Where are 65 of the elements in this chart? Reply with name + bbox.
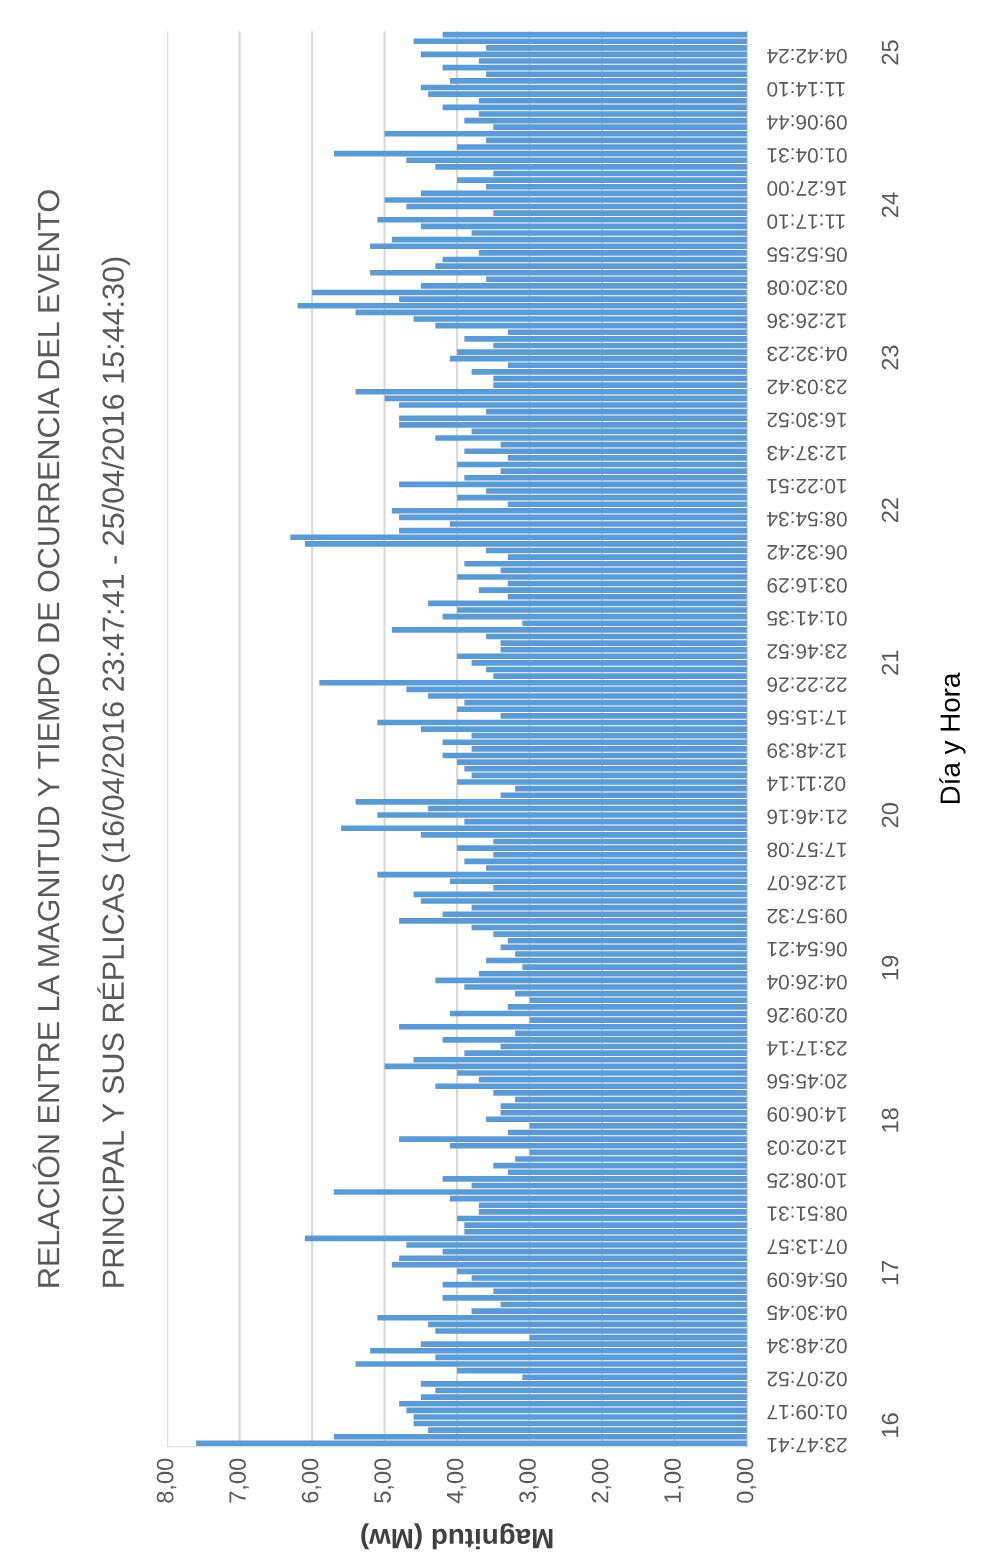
y-tick-label: 22:22:26 [767, 677, 847, 692]
y-tick-label: 20:45:56 [767, 1074, 847, 1089]
text: 25 [881, 40, 899, 65]
y-tick-label: 09:57:32 [767, 908, 847, 924]
y-tick-label: 10:08:25 [767, 1173, 847, 1188]
text: 23 [881, 345, 899, 370]
y-tick-label: 03:20:08 [767, 280, 847, 296]
x-tick-label: 5,00 [374, 1458, 394, 1503]
y-tick-label: 12:02:03 [767, 1140, 847, 1155]
y-tick-label: 12:26:36 [767, 313, 847, 329]
text: 19 [881, 955, 899, 980]
y-axis-title: Día y Hora [939, 672, 966, 804]
y-tick-label: 06:54:21 [767, 941, 847, 957]
y-tick-label: 01:41:35 [767, 611, 847, 626]
y-tick-label: 17:15:56 [767, 710, 847, 725]
x-tick-label: 3,00 [519, 1458, 539, 1503]
x-tick-label: 6,00 [301, 1458, 322, 1503]
text: 21 [881, 650, 899, 675]
y-tick-label: 11:17:10 [767, 214, 845, 229]
text: 22 [881, 498, 899, 523]
y-tick-label: 04:32:23 [767, 346, 847, 362]
y-tick-label: 23:46:52 [767, 644, 847, 659]
y-tick-label: 16:27:00 [767, 181, 847, 196]
y-tick-label: 09:06:44 [767, 114, 847, 130]
text: 24 [881, 192, 899, 217]
y-tick-label: 05:52:55 [767, 247, 847, 263]
y-tick-label: 01:09:17 [767, 1404, 847, 1420]
y-tick-label: 04:42:24 [767, 48, 847, 64]
y-tick-label: 06:32:42 [767, 544, 847, 560]
y-tick-label: 02:09:26 [767, 1007, 847, 1023]
y-tick-label: 07:13:57 [767, 1239, 847, 1255]
y-tick-label: 08:51:31 [767, 1206, 847, 1222]
y-tick-label: 02:07:52 [767, 1371, 847, 1387]
y-tick-label: 03:16:29 [767, 577, 847, 593]
x-tick-label: 2,00 [591, 1458, 612, 1503]
y-tick-label: 14:06:09 [767, 1107, 847, 1122]
text: 20 [881, 803, 899, 828]
x-tick-label: 8,00 [156, 1458, 177, 1503]
y-tick-label: 02:11:14 [767, 776, 846, 792]
y-tick-label: 23:03:42 [767, 379, 847, 395]
y-tick-label: 16:30:52 [767, 412, 847, 428]
y-tick-label: 23:47:41 [767, 1437, 847, 1453]
y-tick-label: 08:54:34 [767, 511, 847, 527]
y-tick-label: 17:57:08 [767, 842, 847, 858]
y-tick-label: 11:14:10 [767, 81, 845, 97]
y-tick-label: 04:26:04 [767, 974, 847, 990]
x-tick-label: 0,00 [736, 1458, 757, 1503]
text: 17 [881, 1260, 899, 1285]
x-tick-label: 7,00 [229, 1458, 249, 1503]
text: 16 [881, 1413, 899, 1437]
chart-title: RELACIÓN ENTRE LA MAGNITUD Y TIEMPO DE OCURRENCIA DEL EVENTO PRINCIPAL Y SUS RÉPLICAS (16/04/2016 23:47:41 - 25/04/2016 15:44:30) [32, 190, 131, 1287]
y-tick-label: 01:04:31 [767, 148, 847, 163]
y-tick-label: 12:37:43 [767, 445, 847, 461]
y-tick-label: 23:17:14 [767, 1040, 847, 1056]
x-tick-label: 4,00 [446, 1458, 467, 1504]
y-tick-label: 04:30:45 [767, 1305, 847, 1321]
x-tick-label: 1,00 [664, 1458, 684, 1502]
y-tick-label: 12:26:07 [767, 875, 847, 891]
x-axis-title: Magnitud (Mw) [361, 1523, 553, 1550]
y-tick-label: 05:46:09 [767, 1272, 847, 1288]
y-tick-label: 21:46:16 [767, 809, 847, 825]
y-tick-label: 10:22:51 [767, 478, 847, 494]
y-tick-label: 12:48:39 [767, 743, 847, 759]
y-tick-label: 02:48:34 [767, 1338, 847, 1354]
text: 18 [881, 1108, 899, 1132]
